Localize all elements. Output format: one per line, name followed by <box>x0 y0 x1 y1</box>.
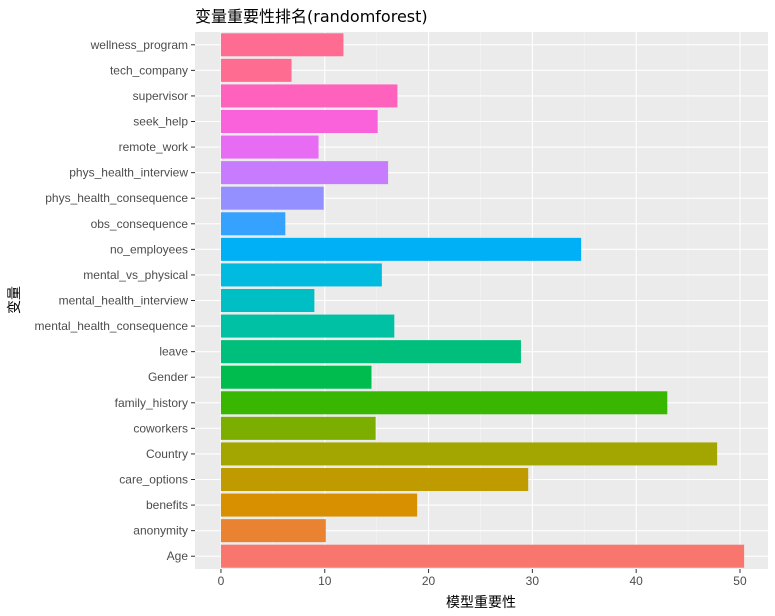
bar-remote-work <box>220 135 319 159</box>
y-axis-title: 变量 <box>7 286 23 314</box>
y-tick-label: wellness_program <box>90 38 188 52</box>
bar-mental-health-consequence <box>220 314 395 338</box>
y-tick-label: mental_health_consequence <box>35 319 189 333</box>
x-tick-label: 0 <box>218 574 225 588</box>
y-tick-label: no_employees <box>110 242 188 256</box>
bar-country <box>220 442 718 466</box>
y-tick-label: obs_consequence <box>91 217 189 231</box>
bars <box>220 33 745 568</box>
x-tick-label: 50 <box>733 574 747 588</box>
x-axis-title: 模型重要性 <box>446 595 516 611</box>
x-tick-label: 10 <box>318 574 332 588</box>
y-tick-label: Country <box>146 447 188 461</box>
y-tick-label: phys_health_interview <box>69 166 188 180</box>
y-tick-label: family_history <box>115 396 188 410</box>
bar-seek-help <box>220 109 378 134</box>
bar-care-options <box>220 467 529 492</box>
bar-supervisor <box>220 84 398 108</box>
y-tick-label: Gender <box>148 370 188 384</box>
x-axis: 0 10 20 30 40 50 <box>218 569 747 588</box>
bar-phys-health-interview <box>220 161 389 185</box>
x-tick-label: 20 <box>422 574 436 588</box>
bar-tech-company <box>220 58 292 82</box>
y-tick-label: coworkers <box>133 421 188 435</box>
y-tick-label: benefits <box>146 498 188 512</box>
y-tick-label: tech_company <box>110 63 188 77</box>
y-tick-label: mental_vs_physical <box>83 268 188 282</box>
y-tick-label: leave <box>159 345 188 359</box>
y-tick-label: remote_work <box>119 140 189 154</box>
bar-mental-health-interview <box>220 288 315 313</box>
bar-mental-vs-physical <box>220 263 382 287</box>
bar-obs-consequence <box>220 212 286 236</box>
bar-coworkers <box>220 416 376 440</box>
x-tick-label: 30 <box>526 574 540 588</box>
bar-benefits <box>220 493 418 517</box>
bar-phys-health-consequence <box>220 186 324 210</box>
y-tick-label: supervisor <box>133 89 188 103</box>
bar-family-history <box>220 391 668 415</box>
bar-leave <box>220 340 521 364</box>
bar-no-employees <box>220 237 582 261</box>
bar-age <box>220 544 745 568</box>
chart-title: 变量重要性排名(randomforest) <box>195 7 428 26</box>
bar-anonymity <box>220 519 326 543</box>
y-tick-label: mental_health_interview <box>59 294 189 308</box>
bar-gender <box>220 365 372 389</box>
bar-wellness-program <box>220 33 344 57</box>
y-tick-label: anonymity <box>133 524 188 538</box>
y-tick-label: seek_help <box>133 115 188 129</box>
y-tick-label: phys_health_consequence <box>45 191 188 205</box>
x-tick-label: 40 <box>629 574 643 588</box>
y-axis: Age anonymity benefits care_options Country c… <box>35 38 195 563</box>
y-tick-label: care_options <box>119 473 188 487</box>
y-tick-label: Age <box>167 549 189 563</box>
